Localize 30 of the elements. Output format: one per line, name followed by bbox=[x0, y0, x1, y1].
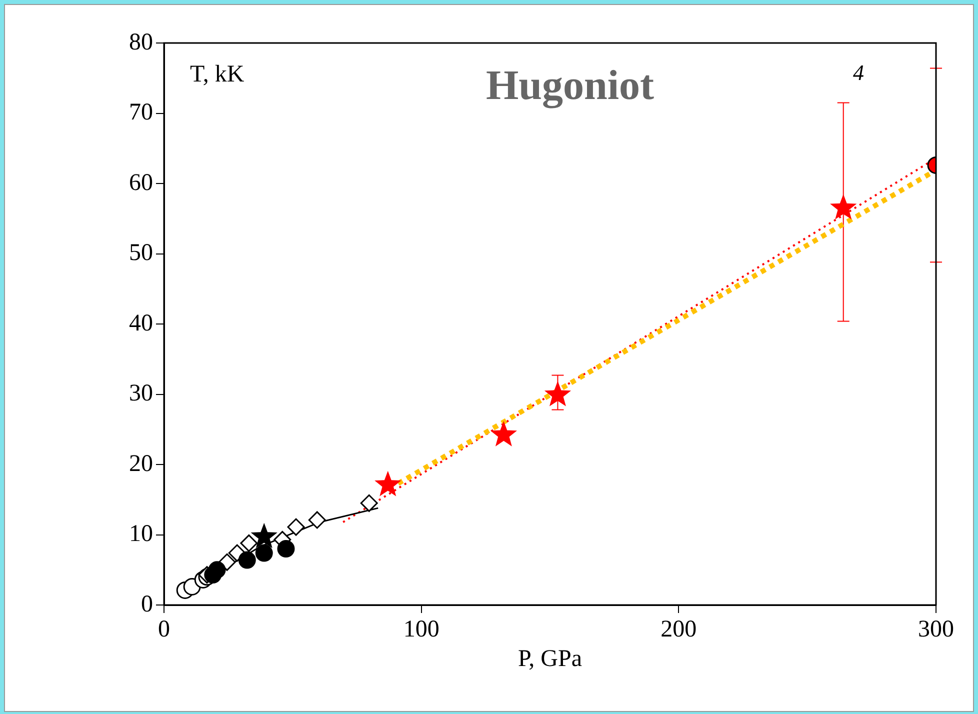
x-tick-label: 0 bbox=[158, 616, 170, 643]
point bbox=[490, 420, 517, 446]
annotation: 4 bbox=[853, 60, 864, 85]
point bbox=[240, 534, 258, 552]
point bbox=[255, 544, 273, 562]
text: Hugoniot bbox=[486, 62, 654, 109]
x-tick-label: 300 bbox=[918, 616, 954, 643]
y-tick-label: 50 bbox=[129, 240, 153, 266]
y-tick-label: 0 bbox=[141, 591, 153, 618]
y-tick-label: 20 bbox=[129, 450, 153, 477]
point bbox=[287, 518, 305, 536]
y-tick-label: 80 bbox=[129, 29, 153, 56]
point bbox=[208, 561, 226, 579]
point bbox=[360, 494, 378, 512]
x-tick-label: 100 bbox=[403, 616, 440, 643]
point bbox=[544, 380, 572, 406]
y-tick-label: 10 bbox=[129, 521, 153, 548]
x-tick-label: 200 bbox=[660, 616, 697, 643]
point bbox=[238, 551, 256, 569]
point bbox=[830, 194, 857, 220]
y-tick-label: 40 bbox=[129, 310, 153, 336]
point bbox=[374, 470, 402, 496]
point bbox=[308, 511, 326, 529]
x-axis-title: P, GPa bbox=[518, 646, 582, 672]
y-tick-label: 60 bbox=[129, 170, 153, 196]
y-tick-label: 70 bbox=[129, 100, 153, 126]
point bbox=[277, 540, 295, 558]
y-axis-title: T, kK bbox=[190, 61, 245, 88]
point bbox=[250, 522, 278, 548]
y-tick-label: 30 bbox=[129, 380, 153, 407]
